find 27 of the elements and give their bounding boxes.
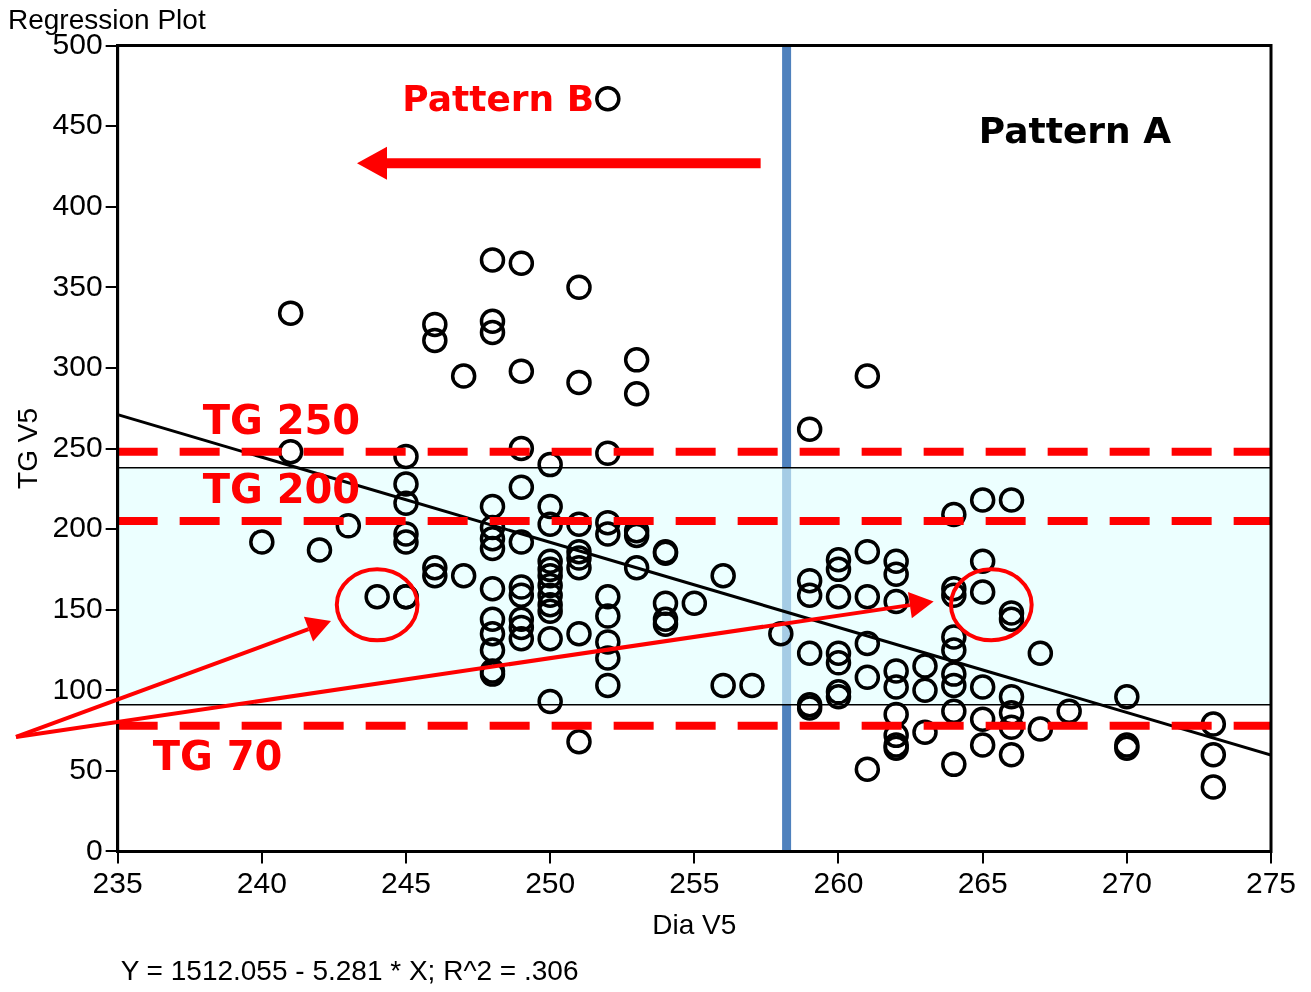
y-tick-label: 200 — [52, 510, 103, 544]
y-tick-label: 50 — [69, 752, 103, 786]
y-tick-label: 150 — [52, 590, 103, 624]
annotation: Pattern A — [978, 109, 1172, 151]
x-tick-label: 235 — [92, 865, 143, 899]
x-tick-label: 275 — [1245, 865, 1297, 899]
y-tick-label: 100 — [52, 671, 103, 705]
x-tick-label: 255 — [669, 865, 720, 899]
annotation: Pattern B — [402, 77, 595, 119]
y-tick-label: 250 — [52, 429, 103, 463]
y-tick-label: 450 — [52, 107, 103, 141]
x-tick-label: 270 — [1101, 865, 1152, 899]
y-tick-label: 0 — [85, 832, 103, 866]
y-tick-label: 300 — [52, 349, 103, 383]
x-tick-label: 250 — [525, 865, 576, 899]
ref-line-label: TG 200 — [202, 466, 361, 513]
x-axis-title: Dia V5 — [652, 908, 737, 940]
ref-line-label: TG 250 — [202, 397, 361, 444]
y-tick-label: 400 — [52, 188, 103, 222]
x-tick-label: 245 — [380, 865, 432, 899]
ref-line-label: TG 70 — [152, 733, 283, 780]
y-tick-label: 350 — [52, 268, 103, 302]
text: Y = 1512.055 - 5.281 * X; R^2 = .306 — [120, 954, 579, 986]
x-tick-label: 240 — [236, 865, 287, 899]
y-axis-title: TG V5 — [11, 408, 43, 489]
x-tick-label: 265 — [957, 865, 1008, 899]
x-tick-label: 260 — [813, 865, 864, 899]
